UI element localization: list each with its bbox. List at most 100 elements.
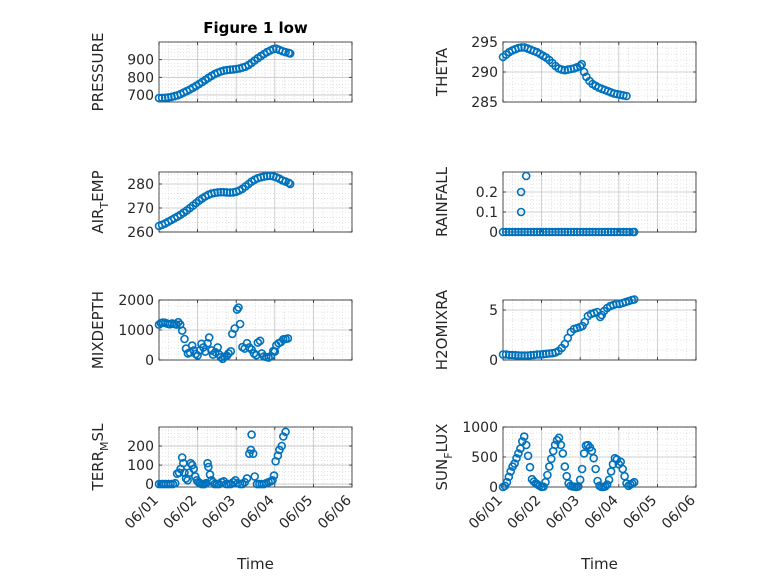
data-point xyxy=(593,476,602,486)
data-point xyxy=(205,470,215,479)
y-tick-label: 100 xyxy=(127,458,154,474)
y-axis-label: RAINFALL xyxy=(433,166,451,237)
data-point xyxy=(180,334,189,344)
y-tick-label: 5 xyxy=(489,303,498,319)
y-tick-label: 500 xyxy=(471,450,498,466)
subplot-h2omixra: 0 5 H2OMIXRA xyxy=(433,289,697,370)
data-point xyxy=(268,44,278,54)
data-point xyxy=(629,295,639,304)
data-point xyxy=(216,187,226,197)
data-point xyxy=(589,453,599,463)
data-point xyxy=(247,430,256,439)
y-axis-label: TERRMSL xyxy=(89,423,111,492)
data-point xyxy=(558,449,568,458)
data-point xyxy=(245,343,254,352)
data-point xyxy=(556,440,566,450)
x-axis-label: Time xyxy=(236,555,274,573)
data-point xyxy=(535,350,545,359)
data-point xyxy=(612,227,622,237)
x-axis-label: Time xyxy=(580,555,618,573)
data-point xyxy=(595,312,605,322)
y-tick-label: 280 xyxy=(127,177,154,193)
data-point xyxy=(183,475,192,485)
y-tick-label: 0 xyxy=(489,353,498,369)
data-point xyxy=(278,432,288,441)
y-axis-label: PRESSURE xyxy=(89,33,107,112)
data-point xyxy=(248,449,258,459)
data-point xyxy=(273,451,283,460)
data-point xyxy=(285,179,295,189)
data-point xyxy=(588,227,597,237)
data-point xyxy=(529,227,539,237)
data-point xyxy=(575,61,585,71)
data-point xyxy=(281,427,290,437)
data-point xyxy=(579,67,589,77)
data-point xyxy=(560,462,570,471)
y-tick-label: 0.1 xyxy=(476,205,498,221)
data-point xyxy=(501,227,511,237)
data-point xyxy=(268,475,277,485)
data-point xyxy=(560,227,570,237)
data-series xyxy=(498,295,639,360)
subplot-rainfall: 0 0.1 0.2 RAINFALL xyxy=(433,166,697,241)
data-point xyxy=(213,188,222,197)
data-point xyxy=(255,336,265,346)
data-point xyxy=(523,451,533,461)
data-point xyxy=(516,207,526,217)
data-point xyxy=(235,319,245,329)
y-tick-label: 700 xyxy=(127,88,154,104)
axes-box xyxy=(158,171,353,233)
data-point xyxy=(566,227,576,237)
data-point xyxy=(242,338,252,348)
data-point xyxy=(591,464,600,474)
data-point xyxy=(582,227,591,237)
data-point xyxy=(629,477,639,487)
data-series xyxy=(154,171,295,231)
y-tick-label: 260 xyxy=(127,225,154,241)
subplot-theta: 285 290 295 THETA xyxy=(433,35,697,111)
data-point xyxy=(234,303,243,312)
data-point xyxy=(204,333,214,342)
data-point xyxy=(625,227,634,237)
data-series xyxy=(498,43,631,101)
y-tick-label: 270 xyxy=(127,201,154,217)
data-point xyxy=(543,470,552,480)
y-tick-label: 295 xyxy=(471,35,498,51)
y-tick-label: 1000 xyxy=(118,323,154,339)
data-point xyxy=(622,91,631,101)
subplot-air_temp: 260 270 280 AIRTEMP xyxy=(89,170,353,241)
data-point xyxy=(504,472,514,482)
y-tick-label: 0 xyxy=(489,480,498,496)
data-point xyxy=(511,227,520,237)
data-point xyxy=(507,227,517,237)
data-point xyxy=(238,479,247,489)
data-point xyxy=(585,227,594,237)
y-tick-label: 0 xyxy=(145,353,154,369)
data-point xyxy=(251,350,261,360)
data-point xyxy=(189,464,198,474)
y-axis-label: H2OMIXRA xyxy=(433,289,451,370)
y-tick-label: 0.2 xyxy=(476,185,498,201)
data-point xyxy=(514,449,523,458)
y-axis-label: MIXDEPTH xyxy=(89,291,107,369)
y-tick-label: 900 xyxy=(127,53,154,69)
data-point xyxy=(546,454,556,464)
data-point xyxy=(619,227,628,237)
data-point xyxy=(548,227,557,237)
data-point xyxy=(521,171,531,181)
data-point xyxy=(600,227,610,237)
data-point xyxy=(177,326,187,335)
data-point xyxy=(557,227,567,237)
data-point xyxy=(604,475,614,485)
chart-title: Figure 1 low xyxy=(203,19,308,37)
data-point xyxy=(208,350,218,359)
subplot-mixdepth: 0 1000 2000 MIXDEPTH xyxy=(89,291,353,369)
data-point xyxy=(506,467,516,476)
data-point xyxy=(204,462,213,472)
y-tick-label: 0 xyxy=(145,477,154,493)
data-point xyxy=(193,351,202,360)
data-point xyxy=(187,341,197,350)
data-point xyxy=(535,227,545,237)
data-point xyxy=(514,227,523,237)
